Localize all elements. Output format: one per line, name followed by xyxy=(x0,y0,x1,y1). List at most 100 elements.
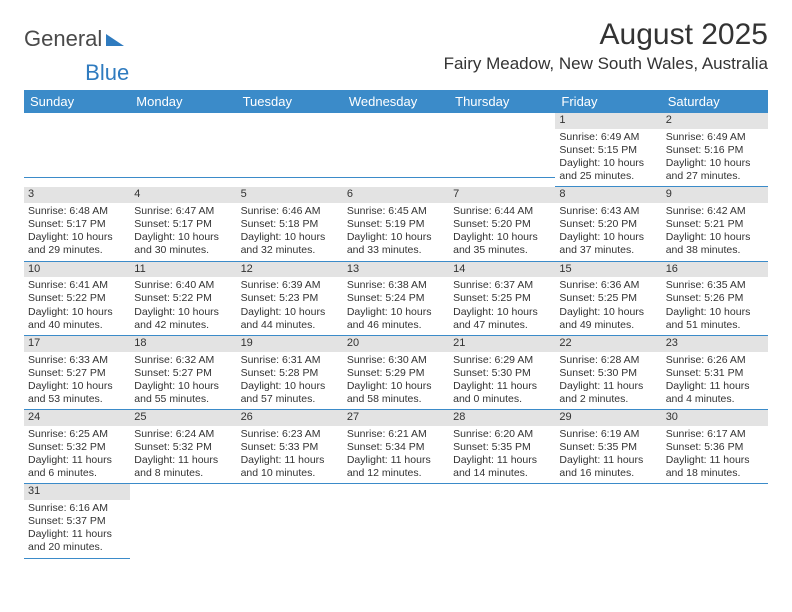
sunset-text: Sunset: 5:20 PM xyxy=(453,218,551,231)
day-body: Sunrise: 6:28 AMSunset: 5:30 PMDaylight:… xyxy=(555,352,661,411)
calendar-cell: 22Sunrise: 6:28 AMSunset: 5:30 PMDayligh… xyxy=(555,336,661,410)
sunset-text: Sunset: 5:27 PM xyxy=(134,367,232,380)
calendar-body: 1Sunrise: 6:49 AMSunset: 5:15 PMDaylight… xyxy=(24,113,768,559)
daylight-text: and 35 minutes. xyxy=(453,244,551,257)
calendar-week-row: 3Sunrise: 6:48 AMSunset: 5:17 PMDaylight… xyxy=(24,187,768,261)
daylight-text: Daylight: 10 hours xyxy=(666,157,764,170)
daylight-text: Daylight: 10 hours xyxy=(347,231,445,244)
empty-cell xyxy=(237,113,343,178)
day-body: Sunrise: 6:16 AMSunset: 5:37 PMDaylight:… xyxy=(24,500,130,559)
day-number: 28 xyxy=(449,410,555,426)
day-body: Sunrise: 6:37 AMSunset: 5:25 PMDaylight:… xyxy=(449,277,555,336)
day-body: Sunrise: 6:32 AMSunset: 5:27 PMDaylight:… xyxy=(130,352,236,411)
sunset-text: Sunset: 5:17 PM xyxy=(134,218,232,231)
calendar-cell: 14Sunrise: 6:37 AMSunset: 5:25 PMDayligh… xyxy=(449,262,555,336)
day-body: Sunrise: 6:35 AMSunset: 5:26 PMDaylight:… xyxy=(662,277,768,336)
day-number: 19 xyxy=(237,336,343,352)
daylight-text: Daylight: 11 hours xyxy=(347,454,445,467)
day-body: Sunrise: 6:44 AMSunset: 5:20 PMDaylight:… xyxy=(449,203,555,262)
daylight-text: Daylight: 11 hours xyxy=(134,454,232,467)
sunrise-text: Sunrise: 6:21 AM xyxy=(347,428,445,441)
sunset-text: Sunset: 5:23 PM xyxy=(241,292,339,305)
sunrise-text: Sunrise: 6:48 AM xyxy=(28,205,126,218)
day-number: 23 xyxy=(662,336,768,352)
daylight-text: and 42 minutes. xyxy=(134,319,232,332)
day-number: 26 xyxy=(237,410,343,426)
day-body: Sunrise: 6:38 AMSunset: 5:24 PMDaylight:… xyxy=(343,277,449,336)
calendar-cell xyxy=(449,484,555,558)
calendar-cell: 3Sunrise: 6:48 AMSunset: 5:17 PMDaylight… xyxy=(24,187,130,261)
calendar-cell: 15Sunrise: 6:36 AMSunset: 5:25 PMDayligh… xyxy=(555,262,661,336)
daylight-text: and 12 minutes. xyxy=(347,467,445,480)
sunrise-text: Sunrise: 6:28 AM xyxy=(559,354,657,367)
daylight-text: Daylight: 10 hours xyxy=(134,231,232,244)
calendar-week-row: 10Sunrise: 6:41 AMSunset: 5:22 PMDayligh… xyxy=(24,262,768,336)
calendar-cell: 23Sunrise: 6:26 AMSunset: 5:31 PMDayligh… xyxy=(662,336,768,410)
sunset-text: Sunset: 5:35 PM xyxy=(559,441,657,454)
daylight-text: and 27 minutes. xyxy=(666,170,764,183)
sunrise-text: Sunrise: 6:25 AM xyxy=(28,428,126,441)
day-body: Sunrise: 6:42 AMSunset: 5:21 PMDaylight:… xyxy=(662,203,768,262)
daylight-text: and 38 minutes. xyxy=(666,244,764,257)
daylight-text: and 4 minutes. xyxy=(666,393,764,406)
daylight-text: Daylight: 10 hours xyxy=(559,231,657,244)
sunset-text: Sunset: 5:21 PM xyxy=(666,218,764,231)
day-number: 10 xyxy=(24,262,130,278)
sunset-text: Sunset: 5:26 PM xyxy=(666,292,764,305)
day-number: 20 xyxy=(343,336,449,352)
day-number: 1 xyxy=(555,113,661,129)
calendar-cell: 20Sunrise: 6:30 AMSunset: 5:29 PMDayligh… xyxy=(343,336,449,410)
calendar-cell: 31Sunrise: 6:16 AMSunset: 5:37 PMDayligh… xyxy=(24,484,130,558)
day-number: 27 xyxy=(343,410,449,426)
weekday-header: Sunday xyxy=(24,90,130,113)
weekday-header: Saturday xyxy=(662,90,768,113)
daylight-text: Daylight: 10 hours xyxy=(559,157,657,170)
day-number: 29 xyxy=(555,410,661,426)
calendar-cell: 13Sunrise: 6:38 AMSunset: 5:24 PMDayligh… xyxy=(343,262,449,336)
daylight-text: and 29 minutes. xyxy=(28,244,126,257)
sunrise-text: Sunrise: 6:20 AM xyxy=(453,428,551,441)
sunset-text: Sunset: 5:15 PM xyxy=(559,144,657,157)
daylight-text: and 6 minutes. xyxy=(28,467,126,480)
day-number: 24 xyxy=(24,410,130,426)
logo-line2: GenerBlue xyxy=(24,60,768,86)
sunrise-text: Sunrise: 6:38 AM xyxy=(347,279,445,292)
sunrise-text: Sunrise: 6:31 AM xyxy=(241,354,339,367)
calendar-cell: 26Sunrise: 6:23 AMSunset: 5:33 PMDayligh… xyxy=(237,410,343,484)
daylight-text: Daylight: 10 hours xyxy=(453,306,551,319)
daylight-text: and 18 minutes. xyxy=(666,467,764,480)
daylight-text: and 20 minutes. xyxy=(28,541,126,554)
daylight-text: Daylight: 10 hours xyxy=(666,231,764,244)
daylight-text: Daylight: 10 hours xyxy=(241,380,339,393)
daylight-text: and 53 minutes. xyxy=(28,393,126,406)
day-number: 17 xyxy=(24,336,130,352)
calendar-cell: 25Sunrise: 6:24 AMSunset: 5:32 PMDayligh… xyxy=(130,410,236,484)
calendar-cell: 16Sunrise: 6:35 AMSunset: 5:26 PMDayligh… xyxy=(662,262,768,336)
day-body: Sunrise: 6:30 AMSunset: 5:29 PMDaylight:… xyxy=(343,352,449,411)
daylight-text: and 10 minutes. xyxy=(241,467,339,480)
day-number: 8 xyxy=(555,187,661,203)
day-body: Sunrise: 6:24 AMSunset: 5:32 PMDaylight:… xyxy=(130,426,236,485)
calendar-cell: 17Sunrise: 6:33 AMSunset: 5:27 PMDayligh… xyxy=(24,336,130,410)
sunrise-text: Sunrise: 6:46 AM xyxy=(241,205,339,218)
day-number: 31 xyxy=(24,484,130,500)
day-body: Sunrise: 6:45 AMSunset: 5:19 PMDaylight:… xyxy=(343,203,449,262)
day-body: Sunrise: 6:39 AMSunset: 5:23 PMDaylight:… xyxy=(237,277,343,336)
sunrise-text: Sunrise: 6:26 AM xyxy=(666,354,764,367)
sunrise-text: Sunrise: 6:29 AM xyxy=(453,354,551,367)
day-number: 9 xyxy=(662,187,768,203)
calendar-cell: 19Sunrise: 6:31 AMSunset: 5:28 PMDayligh… xyxy=(237,336,343,410)
daylight-text: and 2 minutes. xyxy=(559,393,657,406)
sunrise-text: Sunrise: 6:17 AM xyxy=(666,428,764,441)
daylight-text: and 8 minutes. xyxy=(134,467,232,480)
day-body: Sunrise: 6:36 AMSunset: 5:25 PMDaylight:… xyxy=(555,277,661,336)
sunrise-text: Sunrise: 6:23 AM xyxy=(241,428,339,441)
calendar-cell xyxy=(555,484,661,558)
sunset-text: Sunset: 5:35 PM xyxy=(453,441,551,454)
daylight-text: Daylight: 11 hours xyxy=(453,454,551,467)
day-number: 2 xyxy=(662,113,768,129)
empty-cell xyxy=(130,113,236,178)
sunrise-text: Sunrise: 6:24 AM xyxy=(134,428,232,441)
weekday-header: Friday xyxy=(555,90,661,113)
sunset-text: Sunset: 5:37 PM xyxy=(28,515,126,528)
